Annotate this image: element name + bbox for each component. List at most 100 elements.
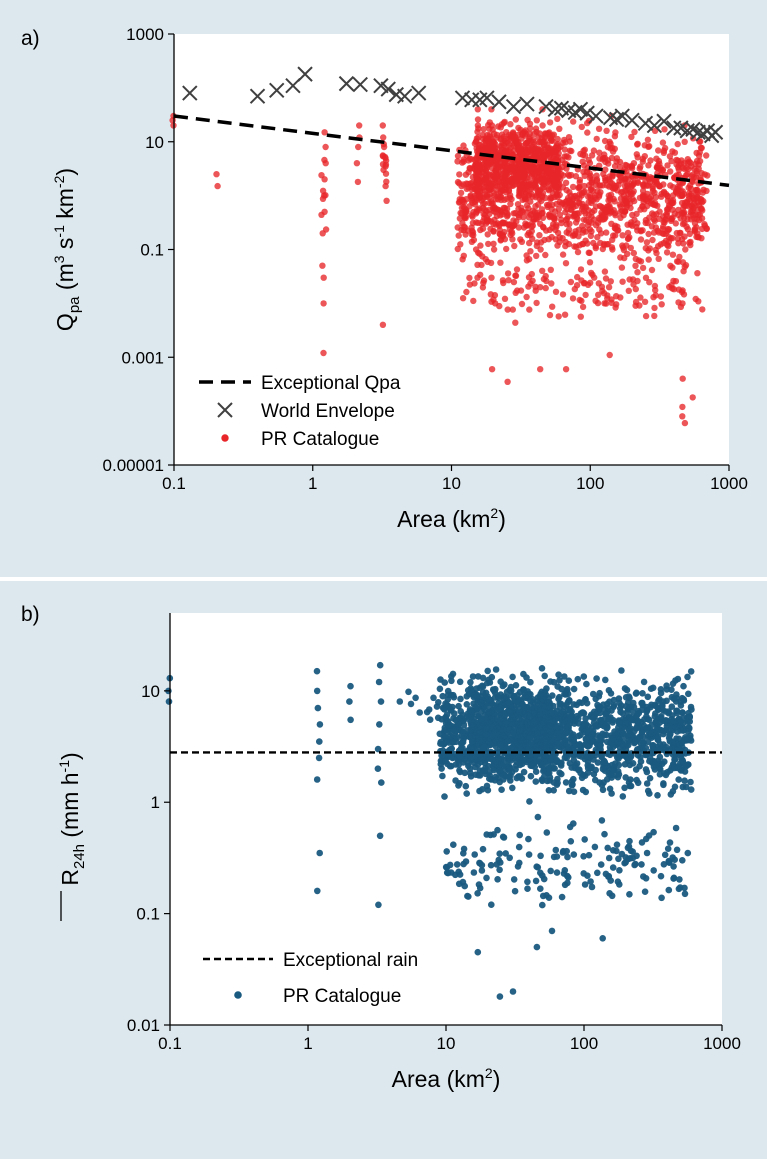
pr-catalogue-point [489,138,497,145]
pr-catalogue-point [374,765,382,772]
pr-catalogue-point [630,699,637,707]
pr-catalogue-point [628,133,635,141]
pr-catalogue-point [463,288,470,296]
pr-catalogue-point [594,869,601,877]
pr-catalogue-point [455,880,463,888]
pr-catalogue-point [596,149,603,156]
pr-catalogue-point [594,759,602,766]
pr-catalogue-point [460,717,468,724]
pr-catalogue-point [527,678,534,686]
x-axis-label: Area (km2) [392,1065,501,1092]
pr-catalogue-point [664,225,672,233]
pr-catalogue-point [634,141,641,148]
pr-catalogue-point [530,760,537,767]
pr-catalogue-point [590,708,598,716]
pr-catalogue-point [652,292,659,299]
pr-catalogue-point [539,209,546,217]
pr-catalogue-point [543,144,551,152]
pr-catalogue-point [538,665,546,672]
pr-catalogue-point [671,783,679,791]
pr-catalogue-point [647,157,654,164]
pr-catalogue-point [320,274,327,281]
pr-catalogue-point [213,171,220,178]
pr-catalogue-point [596,709,604,717]
pr-catalogue-point [447,869,455,876]
pr-catalogue-point [615,695,623,702]
pr-catalogue-point [655,255,662,262]
pr-catalogue-point [596,155,603,162]
pr-catalogue-point [687,786,695,793]
pr-catalogue-point [474,261,481,268]
pr-catalogue-point [652,177,660,184]
world-envelope-marker [338,75,355,92]
x-tick-label: 100 [576,474,604,493]
pr-catalogue-point [490,228,497,235]
pr-catalogue-point [530,216,537,223]
y-tick-label: 0.1 [140,241,164,260]
pr-catalogue-point [627,244,634,252]
pr-catalogue-point [606,785,614,793]
pr-catalogue-point [524,719,531,726]
pr-catalogue-point [486,775,493,782]
world-envelope-marker [454,90,471,106]
pr-catalogue-point [619,244,627,251]
pr-catalogue-point [470,297,477,305]
pr-catalogue-point [632,255,639,263]
pr-catalogue-point [669,680,677,687]
pr-catalogue-point [589,197,596,204]
pr-catalogue-point [479,745,487,752]
pr-catalogue-point [566,138,574,145]
pr-catalogue-point [546,119,554,126]
pr-catalogue-point [657,686,665,693]
pr-catalogue-point [595,291,602,298]
pr-catalogue-point [686,713,693,720]
pr-catalogue-point [441,793,448,800]
pr-catalogue-point [504,738,512,745]
pr-catalogue-point [574,248,582,256]
pr-catalogue-point [666,731,674,739]
pr-catalogue-point [524,188,531,195]
pr-catalogue-point [669,197,677,204]
pr-catalogue-point [479,845,487,853]
world-envelope-marker [666,120,682,136]
pr-catalogue-point [621,175,628,182]
pr-catalogue-point [673,709,681,717]
pr-catalogue-point [654,162,661,169]
pr-catalogue-point [518,181,525,188]
pr-catalogue-point [469,229,477,236]
pr-catalogue-point [643,849,651,857]
pr-catalogue-point [620,212,627,219]
pr-catalogue-point [517,734,524,741]
pr-catalogue-point [595,125,603,132]
pr-catalogue-point [500,279,507,287]
pr-catalogue-point [474,116,482,123]
pr-catalogue-point [682,783,690,791]
pr-catalogue-point [612,225,619,232]
pr-catalogue-point [507,179,515,186]
pr-catalogue-point [663,249,671,256]
pr-catalogue-point [600,290,608,297]
pr-catalogue-point [602,158,609,166]
legend-dot-swatch [234,991,242,999]
pr-catalogue-point [616,164,624,171]
pr-catalogue-point [504,211,511,219]
pr-catalogue-point [688,706,695,713]
pr-catalogue-point [460,142,467,149]
pr-catalogue-point [509,236,516,243]
pr-catalogue-point [630,181,637,188]
pr-catalogue-point [316,738,323,745]
pr-catalogue-point [569,295,577,302]
pr-catalogue-point [468,745,475,753]
pr-catalogue-point [474,705,481,712]
pr-catalogue-point [590,239,597,247]
pr-catalogue-point [671,149,679,156]
pr-catalogue-point [596,226,603,233]
pr-catalogue-point [456,767,463,774]
pr-catalogue-point [647,685,655,692]
pr-catalogue-point [506,726,513,733]
pr-catalogue-point [520,768,528,776]
pr-catalogue-point [468,186,475,193]
pr-catalogue-point [558,893,566,901]
pr-catalogue-point [662,190,670,198]
pr-catalogue-point [650,201,657,208]
